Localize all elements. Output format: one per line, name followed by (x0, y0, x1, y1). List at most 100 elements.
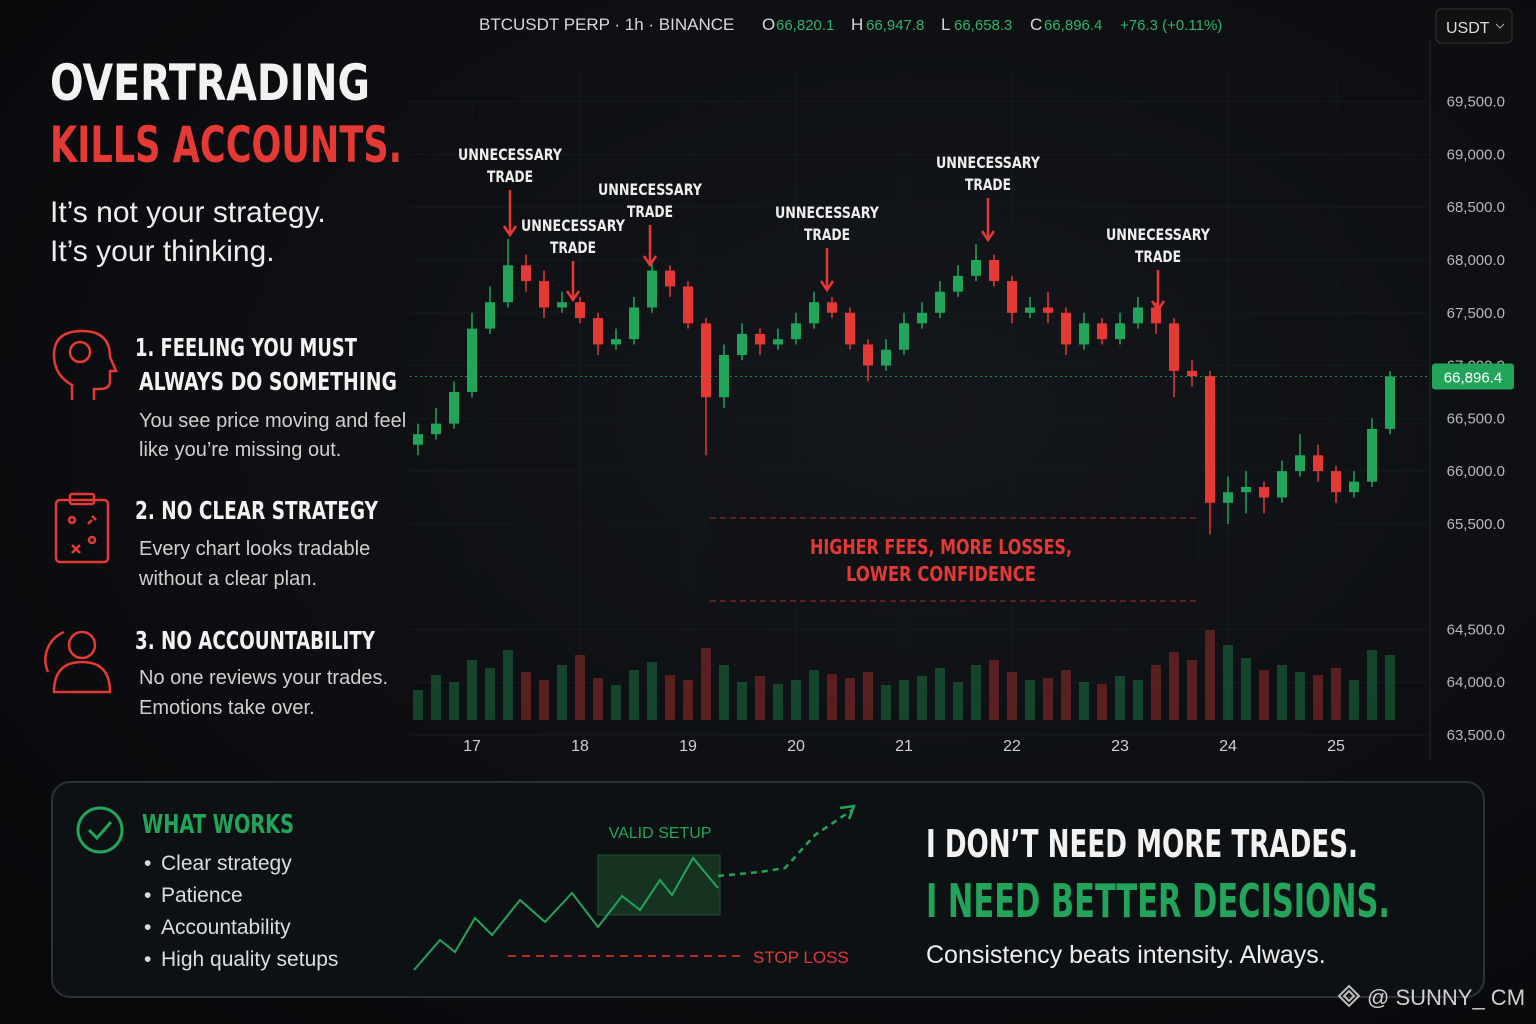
candle-body (845, 312, 855, 345)
bullet: • (144, 884, 151, 907)
volume-bar (1241, 658, 1251, 720)
bullet: • (144, 948, 151, 971)
projection-arrow (839, 804, 856, 820)
icon-head (52, 329, 118, 400)
candle-body (971, 260, 981, 276)
quote-line-2: I NEED BETTER DECISIONS. (926, 874, 1390, 928)
candle-body (1385, 376, 1395, 429)
candle-body (809, 302, 819, 324)
low-value: 66,658.3 (954, 17, 1012, 34)
volume-bar (863, 672, 873, 720)
icon-person (44, 630, 112, 694)
low-label: L (941, 15, 950, 34)
candle-body (1259, 486, 1269, 498)
header: BTCUSDT PERP · 1h · BINANCE O 66,820.1 H… (479, 8, 1513, 44)
volume-bar (755, 676, 765, 720)
volume-bar (1367, 650, 1377, 720)
setup-label: VALID SETUP (609, 825, 712, 842)
x-tick-label: 18 (571, 738, 589, 755)
symbol: BTCUSDT PERP · 1h · BINANCE (479, 15, 734, 34)
volume-bar (1223, 645, 1233, 720)
what-works-list: • Clear strategy • Patience • Accountabilit… (144, 852, 338, 971)
candle-body (1133, 307, 1143, 324)
x-tick-label: 20 (787, 738, 805, 755)
chart-area: 63,500.0 64,000.0 64,500.0 65,500.0 66,000.0… (410, 40, 1514, 760)
candle-body (449, 391, 459, 424)
candle-body (881, 349, 891, 366)
volume-bar (1331, 668, 1341, 720)
x-tick-label: 23 (1111, 738, 1129, 755)
candle-body (1349, 481, 1359, 493)
annotation-arrow (502, 190, 518, 238)
volume-bar (539, 680, 549, 720)
y-tick-label: 66,500.0 (1447, 410, 1505, 427)
tagline: Consistency beats intensity. Always. (926, 941, 1326, 969)
volume-bar (1115, 676, 1125, 720)
candle-body (431, 423, 441, 435)
close-label: C (1030, 15, 1042, 34)
volume-bar (845, 678, 855, 720)
setup-zone (597, 854, 721, 916)
x-tick-label: 17 (463, 738, 481, 755)
candle-body (1223, 492, 1233, 503)
volume-bar (647, 662, 657, 720)
annotation-arrow (819, 248, 835, 293)
candle-body (1295, 455, 1305, 472)
candle-body (647, 270, 657, 308)
volume-bar (1259, 670, 1269, 720)
annotation-text: UNNECESSARY (775, 203, 879, 222)
candle-body (593, 318, 603, 345)
volume-bar (593, 678, 603, 720)
reason-text: No one reviews your trades. (139, 667, 388, 689)
candle-body (953, 275, 963, 292)
open-label: O (762, 15, 775, 34)
volume-bar (881, 685, 891, 720)
volume-bar (1079, 682, 1089, 720)
reason-title: 3. NO ACCOUNTABILITY (135, 626, 376, 655)
annotation-arrow (1150, 270, 1166, 313)
callout-text: LOWER CONFIDENCE (846, 562, 1036, 586)
candle-body (863, 344, 873, 366)
candle-body (755, 333, 765, 345)
annotation-text: UNNECESSARY (936, 153, 1040, 172)
volume-bar (467, 660, 477, 720)
volume-bar (899, 680, 909, 720)
volume-bar (629, 670, 639, 720)
currency-dropdown[interactable] (1435, 8, 1513, 44)
y-tick-label: 63,500.0 (1447, 727, 1505, 744)
volume-bar (431, 675, 441, 720)
reason-text: Every chart looks tradable (139, 538, 370, 560)
annotation-text: TRADE (627, 202, 673, 221)
volume-bar (1043, 678, 1053, 720)
volume-bar (1133, 680, 1143, 720)
candle-body (1097, 323, 1107, 340)
list-item: Patience (161, 884, 243, 907)
volume-bar (1169, 652, 1179, 720)
close-value: 66,896.4 (1044, 17, 1102, 34)
reason-title: ALWAYS DO SOMETHING (139, 367, 397, 396)
candle-body (1331, 471, 1341, 493)
x-tick-label: 25 (1327, 738, 1345, 755)
annotation-text: UNNECESSARY (521, 216, 625, 235)
volume-bar (557, 665, 567, 720)
what-works-title: WHAT WORKS (142, 810, 294, 840)
candle-body (827, 302, 837, 313)
candle-body (683, 286, 693, 324)
callout-text: HIGHER FEES, MORE LOSSES, (810, 535, 1072, 559)
candle-body (791, 323, 801, 340)
candle-body (917, 312, 927, 324)
y-tick-label: 69,000.0 (1447, 146, 1505, 163)
bottom-panel: WHAT WORKS • Clear strategy • Patience • Ac… (51, 781, 1485, 998)
candle-body (773, 339, 783, 345)
title-line-2: KILLS ACCOUNTS. (50, 116, 402, 174)
volume-bar (1277, 665, 1287, 720)
panel-frame (51, 781, 1485, 998)
watermark-logo (1337, 984, 1361, 1008)
x-tick-label: 22 (1003, 738, 1021, 755)
candle-body (1205, 376, 1215, 503)
volume-bar (1295, 672, 1305, 720)
annotation-arrow (642, 225, 658, 268)
volume-bar (683, 680, 693, 720)
